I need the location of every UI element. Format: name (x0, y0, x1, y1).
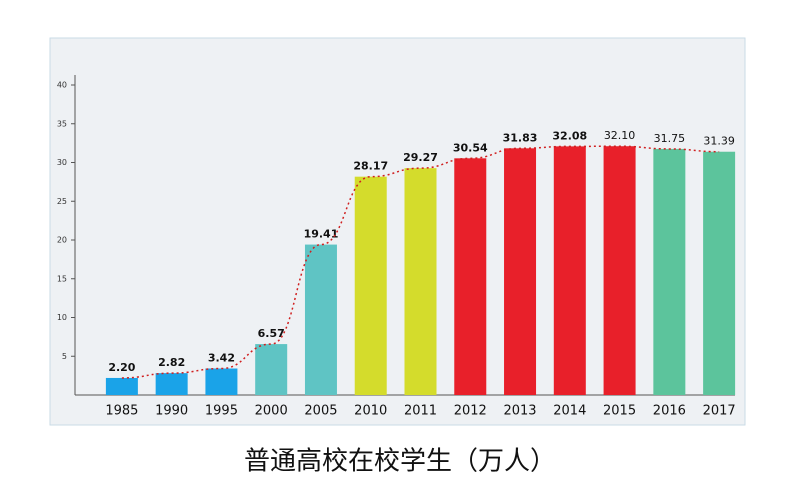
value-label: 32.08 (552, 129, 587, 142)
bar (304, 244, 337, 395)
x-tick-label: 2017 (703, 404, 736, 419)
y-tick-label: 25 (57, 197, 67, 206)
bar (504, 148, 537, 395)
value-label: 32.10 (604, 129, 636, 142)
x-tick-label: 2015 (603, 404, 636, 419)
y-tick-label: 5 (62, 352, 67, 361)
bar (105, 377, 138, 395)
y-tick-label: 10 (57, 313, 67, 322)
bar (354, 176, 387, 395)
value-label: 6.57 (258, 327, 285, 340)
value-label: 28.17 (353, 160, 388, 173)
bar (404, 168, 437, 395)
x-tick-label: 2005 (304, 404, 337, 419)
bar (653, 148, 686, 395)
y-tick-label: 30 (57, 158, 67, 167)
value-label: 31.39 (703, 135, 735, 148)
bar (553, 146, 586, 395)
x-tick-label: 2016 (653, 404, 686, 419)
bar (703, 151, 736, 395)
x-tick-label: 1995 (205, 404, 238, 419)
value-label: 3.42 (208, 351, 235, 364)
x-tick-label: 2000 (255, 404, 288, 419)
chart-title: 普通高校在校学生（万人） (244, 447, 556, 477)
y-tick-label: 40 (57, 81, 67, 90)
x-tick-label: 2011 (404, 404, 437, 419)
plot-panel (49, 37, 746, 426)
value-label: 2.20 (108, 361, 135, 374)
trend-line (121, 145, 720, 379)
y-tick-label: 35 (57, 119, 67, 128)
value-label: 30.54 (453, 141, 488, 154)
y-tick-label: 20 (57, 236, 67, 245)
value-label: 29.27 (403, 151, 438, 164)
bar (205, 368, 238, 395)
y-tick-label: 15 (57, 274, 67, 283)
value-label: 19.41 (304, 228, 339, 241)
x-tick-label: 2012 (454, 404, 487, 419)
value-label: 2.82 (158, 356, 185, 369)
bar (603, 146, 636, 395)
x-tick-label: 2010 (354, 404, 387, 419)
value-label: 31.75 (654, 132, 686, 145)
x-tick-label: 2014 (553, 404, 586, 419)
x-tick-label: 1990 (155, 404, 188, 419)
x-tick-label: 1985 (105, 404, 138, 419)
value-label: 31.83 (503, 131, 538, 144)
bar (255, 344, 288, 395)
bar (155, 373, 188, 395)
bar (454, 158, 487, 395)
x-tick-label: 2013 (503, 404, 536, 419)
